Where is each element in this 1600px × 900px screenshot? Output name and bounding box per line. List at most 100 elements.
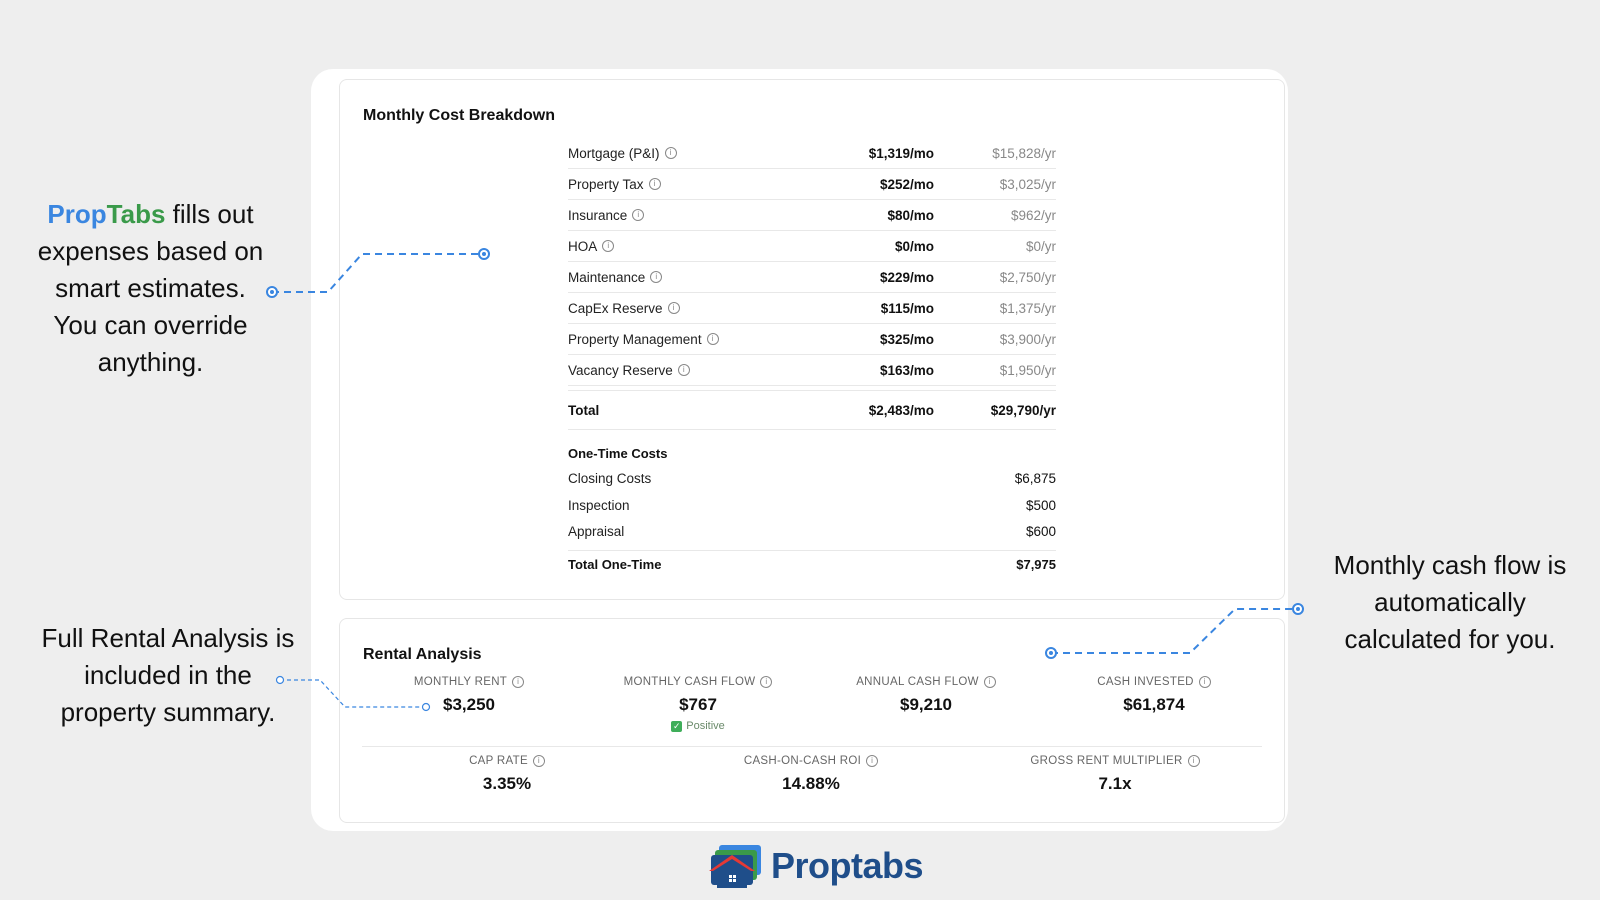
- cost-monthly[interactable]: $80/mo: [887, 207, 934, 223]
- metric-value: $3,250: [443, 695, 495, 714]
- cost-label: Property Tax: [568, 176, 644, 192]
- annotation-line: fills out: [165, 199, 254, 229]
- metric-value: 3.35%: [482, 774, 532, 793]
- metric-value: $61,874: [1123, 695, 1185, 714]
- cost-label: Insurance: [568, 207, 628, 223]
- cost-label: CapEx Reserve: [568, 300, 663, 316]
- annotation-rental: Full Rental Analysis is included in the …: [18, 620, 318, 731]
- annotation-line: included in the: [84, 660, 252, 690]
- metric-gross-rent-multiplier: GROSS RENT MULTIPLIER i 7.1x: [1015, 755, 1215, 794]
- connector-dot-center: [270, 290, 274, 294]
- metric-monthly-cash-flow: MONTHLY CASH FLOW i $767 ✓ Positive: [598, 676, 798, 732]
- connector-dot-center: [1049, 651, 1053, 655]
- cost-total-row: Total $2,483/mo $29,790/yr: [568, 390, 1056, 430]
- check-icon: ✓: [671, 720, 683, 732]
- annotation-line: expenses based on: [37, 236, 264, 266]
- info-icon[interactable]: i: [983, 676, 996, 688]
- cost-yearly: $15,828/yr: [992, 145, 1056, 161]
- cost-total-label: Total: [568, 402, 600, 418]
- cost-row-maintenance: Maintenance i $229/mo $2,750/yr: [568, 262, 1056, 293]
- cost-yearly: $962/yr: [1010, 207, 1056, 223]
- info-icon[interactable]: i: [1187, 755, 1200, 767]
- cost-label: Mortgage (P&I): [568, 145, 660, 161]
- info-icon[interactable]: i: [602, 240, 615, 252]
- one-time-row-appraisal: Appraisal $600: [568, 519, 1056, 546]
- rental-divider: [362, 746, 1262, 747]
- cost-yearly: $0/yr: [1025, 238, 1056, 254]
- metric-value: 7.1x: [1098, 774, 1132, 793]
- info-icon[interactable]: i: [706, 333, 719, 345]
- proptabs-logo: Proptabs: [707, 843, 924, 889]
- cost-row-property-tax: Property Tax i $252/mo $3,025/yr: [568, 169, 1056, 200]
- info-icon[interactable]: i: [677, 364, 690, 376]
- metric-label: MONTHLY CASH FLOW: [623, 676, 756, 688]
- connector-rental: [280, 679, 426, 708]
- positive-badge: ✓ Positive: [598, 720, 798, 732]
- logo-text: Proptabs: [771, 845, 924, 886]
- info-icon[interactable]: i: [866, 755, 879, 767]
- one-time-total-value: $7,975: [1016, 556, 1056, 572]
- one-time-label: Appraisal: [568, 524, 625, 539]
- info-icon[interactable]: i: [650, 271, 663, 283]
- cost-monthly[interactable]: $0/mo: [894, 238, 934, 254]
- one-time-total-row: Total One-Time $7,975: [568, 549, 1056, 579]
- info-icon[interactable]: i: [632, 209, 645, 221]
- metric-label: CASH-ON-CASH ROI: [743, 755, 862, 767]
- info-icon[interactable]: i: [1198, 676, 1211, 688]
- metric-label: CASH INVESTED: [1097, 676, 1194, 688]
- info-icon[interactable]: i: [648, 178, 661, 190]
- info-icon[interactable]: i: [667, 302, 680, 314]
- cost-label: Maintenance: [568, 269, 646, 285]
- cost-yearly: $3,025/yr: [999, 176, 1056, 192]
- one-time-row-inspection: Inspection $500: [568, 493, 1056, 520]
- info-icon[interactable]: i: [664, 147, 677, 159]
- cost-label: Vacancy Reserve: [568, 362, 673, 378]
- one-time-label: Inspection: [568, 497, 630, 513]
- annotation-line: automatically: [1374, 587, 1526, 617]
- one-time-row-closing: Closing Costs $6,875: [568, 466, 1056, 493]
- brand-tabs-text: Tabs: [106, 199, 166, 229]
- metric-value: 14.88%: [782, 774, 840, 793]
- metric-cash-invested: CASH INVESTED i $61,874: [1054, 676, 1254, 715]
- annotation-line: Monthly cash flow is: [1333, 550, 1567, 580]
- metric-value: $767: [679, 695, 717, 714]
- metric-cash-on-cash-roi: CASH-ON-CASH ROI i 14.88%: [711, 755, 911, 794]
- cost-row-insurance: Insurance i $80/mo $962/yr: [568, 200, 1056, 231]
- cost-monthly[interactable]: $229/mo: [879, 269, 934, 285]
- metric-label: ANNUAL CASH FLOW: [856, 676, 979, 688]
- one-time-label: Closing Costs: [568, 471, 652, 486]
- cost-breakdown-title: Monthly Cost Breakdown: [363, 107, 556, 124]
- connector-expenses: [272, 253, 484, 293]
- cost-monthly[interactable]: $252/mo: [879, 176, 934, 192]
- annotation-line: property summary.: [60, 697, 276, 727]
- connector-dot-center: [1296, 607, 1300, 611]
- rental-analysis-title: Rental Analysis: [363, 646, 482, 663]
- cost-monthly[interactable]: $325/mo: [879, 331, 934, 347]
- one-time-value[interactable]: $6,875: [1014, 471, 1056, 486]
- cost-monthly[interactable]: $1,319/mo: [868, 145, 934, 161]
- annotation-line: You can override: [53, 310, 248, 340]
- cost-row-hoa: HOA i $0/mo $0/yr: [568, 231, 1056, 262]
- badge-label: Positive: [686, 720, 725, 732]
- one-time-value[interactable]: $500: [1025, 497, 1056, 513]
- annotation-cash-flow: Monthly cash flow is automatically calcu…: [1305, 547, 1595, 658]
- cost-table: Mortgage (P&I) i $1,319/mo $15,828/yr Pro…: [568, 138, 1056, 579]
- cost-row-capex: CapEx Reserve i $115/mo $1,375/yr: [568, 293, 1056, 324]
- metric-cap-rate: CAP RATE i 3.35%: [407, 755, 607, 794]
- metric-annual-cash-flow: ANNUAL CASH FLOW i $9,210: [826, 676, 1026, 715]
- info-icon[interactable]: i: [512, 676, 525, 688]
- annotation-line: calculated for you.: [1344, 624, 1556, 654]
- metric-label: MONTHLY RENT: [413, 676, 508, 688]
- brand-prop-text: Prop: [47, 199, 107, 229]
- cost-monthly[interactable]: $115/mo: [880, 300, 934, 316]
- metric-label: CAP RATE: [469, 755, 528, 767]
- cost-monthly[interactable]: $163/mo: [879, 362, 934, 378]
- cost-row-property-management: Property Management i $325/mo $3,900/yr: [568, 324, 1056, 355]
- info-icon[interactable]: i: [532, 755, 545, 767]
- one-time-value[interactable]: $600: [1025, 524, 1056, 539]
- info-icon[interactable]: i: [760, 676, 773, 688]
- connector-dot: [275, 675, 285, 685]
- connector-cash-flow: [1051, 608, 1298, 654]
- cost-total-monthly: $2,483/mo: [868, 402, 934, 418]
